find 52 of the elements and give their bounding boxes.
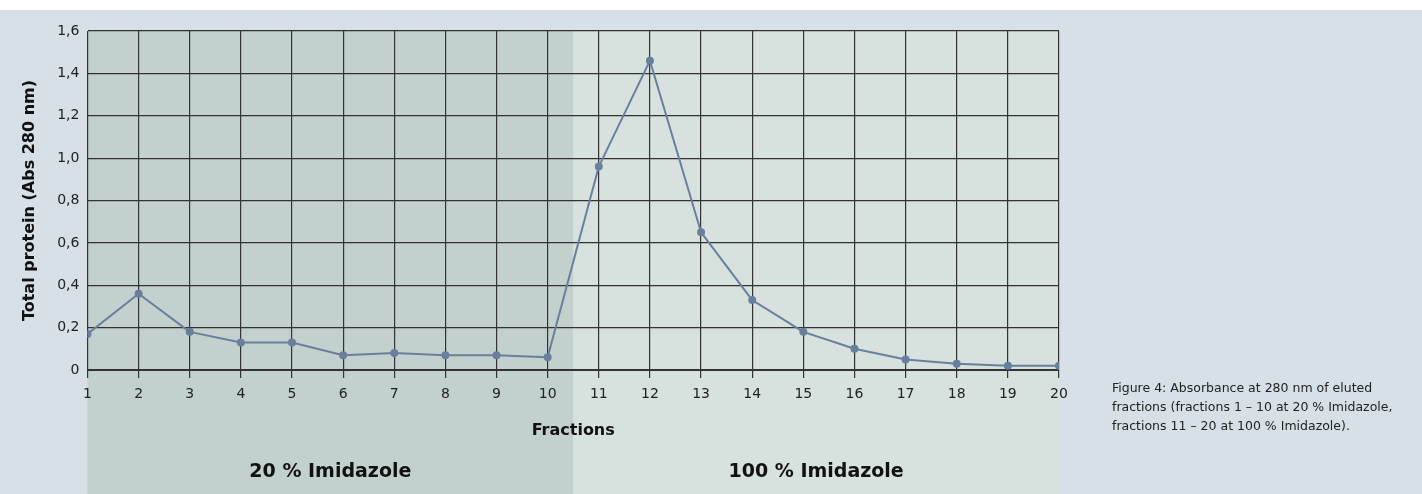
x-tick-label: 17 bbox=[896, 385, 915, 402]
x-tick-label: 3 bbox=[185, 385, 195, 402]
x-tick-label: 19 bbox=[998, 385, 1017, 402]
y-tick-label: 0 bbox=[70, 360, 80, 377]
point bbox=[339, 351, 348, 360]
band-label: 100 % Imidazole bbox=[728, 458, 904, 481]
x-tick-label: 13 bbox=[692, 385, 710, 402]
y-tick-label: 1,0 bbox=[57, 148, 80, 165]
point bbox=[645, 56, 654, 65]
point bbox=[390, 349, 399, 358]
y-tick-label: 1,4 bbox=[57, 64, 80, 81]
x-tick-label: 7 bbox=[389, 385, 399, 402]
y-tick-label: 0,6 bbox=[57, 233, 80, 250]
x-tick-label: 9 bbox=[492, 385, 501, 402]
point bbox=[697, 228, 706, 237]
band-label: 20 % Imidazole bbox=[249, 458, 412, 481]
x-tick-label: 8 bbox=[440, 385, 450, 402]
point bbox=[134, 289, 143, 298]
y-tick-label: 0,8 bbox=[57, 191, 80, 208]
point bbox=[185, 327, 194, 336]
x-tick-label: 4 bbox=[236, 385, 246, 402]
y-axis-title: Total protein (Abs 280 nm) bbox=[18, 79, 38, 322]
y-tick-label: 1,2 bbox=[57, 106, 80, 123]
point bbox=[492, 351, 501, 360]
x-tick-label: 5 bbox=[287, 385, 297, 402]
point bbox=[1003, 361, 1012, 370]
y-tick-label: 0,4 bbox=[57, 275, 80, 292]
x-tick-label: 20 bbox=[1050, 385, 1068, 402]
x-tick-label: 6 bbox=[338, 385, 348, 402]
point bbox=[288, 338, 296, 347]
x-tick-label: 2 bbox=[134, 385, 144, 402]
point bbox=[748, 296, 757, 305]
x-tick-label: 10 bbox=[538, 385, 557, 402]
x-tick-label: 16 bbox=[845, 385, 864, 402]
x-axis-title: Fractions bbox=[531, 419, 615, 439]
y-tick-label: 1,6 bbox=[57, 21, 80, 38]
x-tick-label: 12 bbox=[641, 385, 659, 402]
caption: Figure 4: Absorbance at 280 nm of eluted fractions (fractions 1 – 10 at 20 % Imidazole, fractions 11 – 20 at 100 % Imidazole). bbox=[1112, 379, 1394, 435]
x-tick-label: 18 bbox=[947, 385, 966, 402]
x-tick-label: 1 bbox=[83, 385, 92, 402]
point bbox=[236, 338, 245, 347]
y-tick-label: 0,2 bbox=[57, 318, 80, 335]
x-tick-label: 14 bbox=[743, 385, 762, 402]
x-tick-label: 11 bbox=[589, 385, 608, 402]
point bbox=[850, 344, 859, 353]
point bbox=[543, 353, 552, 362]
point bbox=[594, 162, 603, 171]
point bbox=[901, 355, 910, 364]
point bbox=[799, 327, 808, 336]
point bbox=[952, 359, 961, 368]
point bbox=[441, 351, 450, 360]
x-tick-label: 15 bbox=[794, 385, 813, 402]
